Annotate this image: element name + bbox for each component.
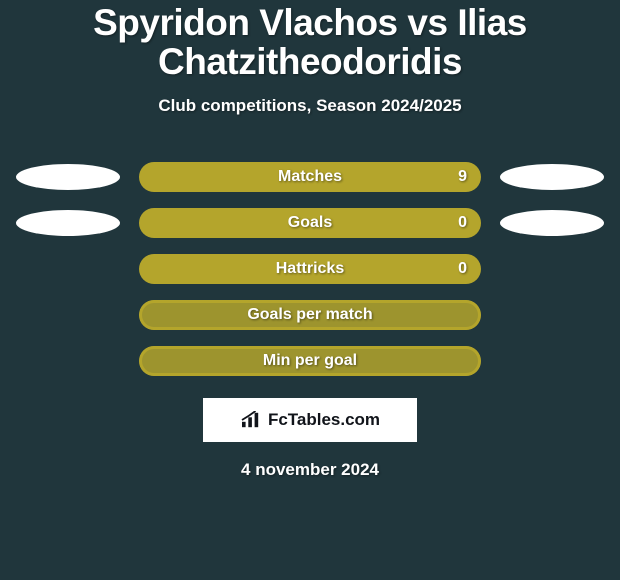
page-subtitle: Club competitions, Season 2024/2025	[0, 96, 620, 116]
stat-bar: Goals0	[139, 208, 481, 238]
stat-row: Min per goal	[0, 338, 620, 384]
date-text: 4 november 2024	[0, 460, 620, 480]
stat-value-right: 0	[458, 214, 467, 232]
stat-bar: Hattricks0	[139, 254, 481, 284]
stat-value-right: 0	[458, 260, 467, 278]
logo-text: FcTables.com	[268, 410, 380, 430]
right-side	[491, 164, 613, 190]
stat-label: Hattricks	[139, 260, 481, 278]
right-ellipse	[500, 164, 604, 190]
stat-label: Min per goal	[139, 352, 481, 370]
barchart-icon	[240, 411, 262, 429]
stat-bar: Goals per match	[139, 300, 481, 330]
comparison-infographic: Spyridon Vlachos vs Ilias Chatzitheodori…	[0, 0, 620, 580]
stat-label: Goals	[139, 214, 481, 232]
left-ellipse	[16, 164, 120, 190]
stat-value-right: 9	[458, 168, 467, 186]
logo-badge: FcTables.com	[203, 398, 417, 442]
stat-label: Goals per match	[139, 306, 481, 324]
left-ellipse	[16, 210, 120, 236]
stat-row: Goals0	[0, 200, 620, 246]
stat-bar: Min per goal	[139, 346, 481, 376]
stats-rows: Matches9Goals0Hattricks0Goals per matchM…	[0, 154, 620, 384]
stat-row: Goals per match	[0, 292, 620, 338]
stat-bar: Matches9	[139, 162, 481, 192]
stat-row: Matches9	[0, 154, 620, 200]
page-title: Spyridon Vlachos vs Ilias Chatzitheodori…	[0, 4, 620, 82]
left-side	[7, 164, 129, 190]
left-side	[7, 210, 129, 236]
right-ellipse	[500, 210, 604, 236]
stat-label: Matches	[139, 168, 481, 186]
stat-row: Hattricks0	[0, 246, 620, 292]
right-side	[491, 210, 613, 236]
